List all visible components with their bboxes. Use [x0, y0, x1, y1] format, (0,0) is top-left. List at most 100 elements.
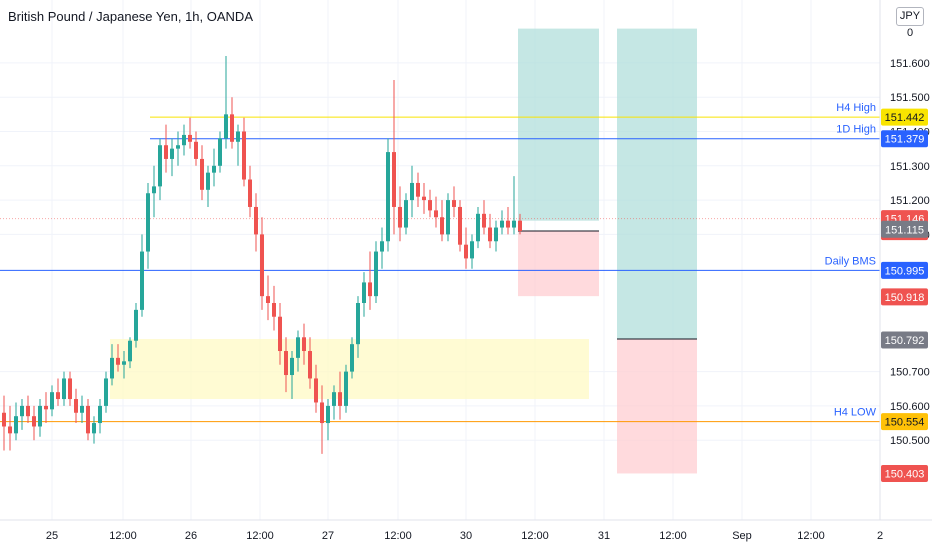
- price-badge: [881, 464, 928, 482]
- candle-body: [296, 337, 300, 358]
- time-tick-label: 12:00: [659, 530, 687, 542]
- candle-body: [410, 182, 414, 201]
- candle-body: [218, 138, 222, 166]
- candle-body: [128, 340, 132, 362]
- candle-body: [20, 405, 24, 417]
- time-tick-label: 27: [322, 530, 334, 542]
- candle-body: [2, 412, 6, 427]
- candle-body: [62, 378, 66, 400]
- level-label: H4 High: [836, 102, 876, 114]
- trade2-target: [617, 28, 697, 340]
- candle-body: [512, 220, 516, 228]
- price-badge-value: 150.554: [885, 417, 925, 429]
- price-badge: [881, 130, 928, 148]
- candle-body: [212, 165, 216, 173]
- trade1-stop: [518, 230, 599, 297]
- candle-body: [200, 158, 204, 190]
- price-badge-value: 151.115: [885, 224, 924, 236]
- candle-body: [248, 179, 252, 207]
- candle-body: [272, 303, 276, 317]
- candle-body: [326, 405, 330, 424]
- candle-body: [206, 172, 210, 190]
- trade1-target: [518, 28, 599, 221]
- candlestick-series: [2, 56, 522, 454]
- candle-body: [194, 141, 198, 159]
- time-tick-label: 26: [185, 530, 197, 542]
- candle-body: [416, 182, 420, 197]
- price-badge-value: 150.403: [885, 468, 925, 480]
- candle-body: [356, 303, 360, 345]
- candle-body: [362, 282, 366, 303]
- chart-grid: [0, 0, 881, 520]
- candle-body: [440, 217, 444, 235]
- candle-body: [284, 351, 288, 376]
- candle-body: [314, 378, 318, 403]
- candle-body: [518, 220, 522, 231]
- candle-body: [368, 282, 372, 297]
- price-badge: [881, 331, 928, 349]
- currency-button[interactable]: JPY 0: [896, 7, 924, 39]
- candle-body: [458, 206, 462, 245]
- time-tick-label: 12:00: [109, 530, 137, 542]
- candle-body: [74, 399, 78, 413]
- candle-body: [68, 378, 72, 400]
- candle-body: [374, 251, 378, 297]
- candle-body: [182, 134, 186, 146]
- candle-body: [26, 405, 30, 417]
- candle-body: [290, 357, 294, 376]
- candle-body: [320, 402, 324, 424]
- candle-body: [152, 186, 156, 194]
- candle-body: [14, 416, 18, 434]
- candle-body: [344, 371, 348, 406]
- time-tick-label: 12:00: [384, 530, 412, 542]
- price-badge: [881, 288, 928, 306]
- price-badges: 151.14637:18151.115150.918150.792150.403…: [881, 108, 928, 482]
- candle-body: [398, 206, 402, 228]
- candle-body: [452, 200, 456, 207]
- candle-body: [8, 426, 12, 434]
- price-badge-value: 151.442: [885, 112, 925, 124]
- candle-body: [38, 405, 42, 427]
- candle-body: [98, 405, 102, 424]
- price-badge-value: 150.995: [885, 265, 925, 277]
- candle-body: [308, 351, 312, 379]
- candle-body: [302, 337, 306, 352]
- time-tick-label: Sep: [732, 530, 752, 542]
- candle-body: [188, 134, 192, 142]
- symbol-title[interactable]: British Pound / Japanese Yen, 1h, OANDA: [8, 9, 253, 24]
- price-badge-value: 150.918: [885, 292, 925, 304]
- price-badge-value: 150.792: [885, 335, 925, 347]
- candle-body: [266, 296, 270, 303]
- candle-body: [86, 405, 90, 434]
- price-badge: [881, 220, 928, 238]
- candle-body: [506, 220, 510, 228]
- candle-body: [158, 145, 162, 187]
- time-axis[interactable]: 25 12:00 26 12:00 27 12:00 30 12:00 31 12:00 Sep 12…: [46, 530, 883, 542]
- candle-body: [50, 392, 54, 410]
- candle-body: [254, 206, 258, 235]
- candle-body: [386, 152, 390, 242]
- candle-body: [56, 392, 60, 400]
- price-tick-label: 151.500: [890, 92, 930, 104]
- candle-body: [32, 416, 36, 427]
- candle-body: [428, 200, 432, 211]
- time-tick-label: 31: [598, 530, 610, 542]
- candle-body: [446, 200, 450, 235]
- candle-body: [488, 227, 492, 242]
- price-badge: [881, 413, 928, 431]
- time-tick-label: 30: [460, 530, 472, 542]
- price-badge: [881, 261, 928, 279]
- chart-zones: [110, 28, 697, 474]
- candle-body: [404, 200, 408, 228]
- candle-body: [350, 344, 354, 372]
- candle-body: [80, 405, 84, 413]
- time-tick-label: 2: [877, 530, 883, 542]
- price-tick-label: 150.700: [890, 367, 930, 379]
- time-tick-label: 12:00: [521, 530, 549, 542]
- time-tick-label: 12:00: [246, 530, 274, 542]
- candle-body: [110, 357, 114, 379]
- price-tick-label: 151.600: [890, 58, 930, 70]
- trade2-stop: [617, 339, 697, 474]
- candle-body: [170, 148, 174, 159]
